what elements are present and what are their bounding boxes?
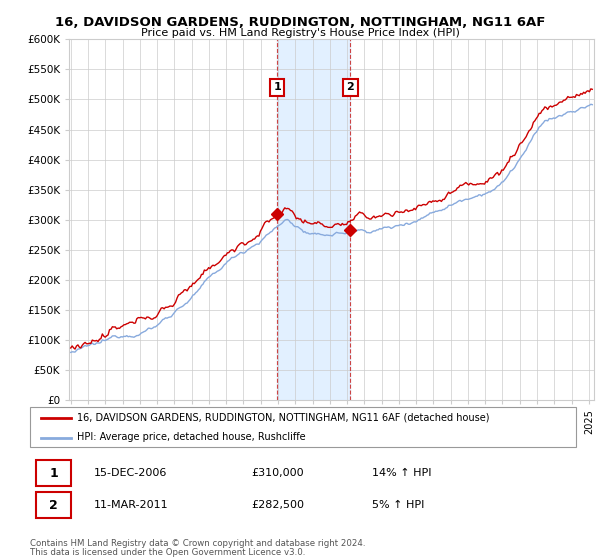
Text: Price paid vs. HM Land Registry's House Price Index (HPI): Price paid vs. HM Land Registry's House … (140, 28, 460, 38)
FancyBboxPatch shape (30, 407, 577, 447)
Bar (277, 39, 350, 400)
Text: 1: 1 (274, 82, 281, 92)
FancyBboxPatch shape (35, 492, 71, 518)
Text: 1: 1 (49, 466, 58, 480)
Text: 11-MAR-2011: 11-MAR-2011 (94, 500, 168, 510)
Text: 15-DEC-2006: 15-DEC-2006 (94, 468, 167, 478)
Text: £310,000: £310,000 (251, 468, 304, 478)
Text: 2: 2 (346, 82, 354, 92)
Text: 14% ↑ HPI: 14% ↑ HPI (372, 468, 432, 478)
Text: £282,500: £282,500 (251, 500, 304, 510)
Text: 16, DAVIDSON GARDENS, RUDDINGTON, NOTTINGHAM, NG11 6AF (detached house): 16, DAVIDSON GARDENS, RUDDINGTON, NOTTIN… (77, 413, 490, 423)
Text: Contains HM Land Registry data © Crown copyright and database right 2024.: Contains HM Land Registry data © Crown c… (30, 539, 365, 548)
FancyBboxPatch shape (35, 460, 71, 486)
Text: 2: 2 (49, 498, 58, 511)
Text: 5% ↑ HPI: 5% ↑ HPI (372, 500, 425, 510)
Text: This data is licensed under the Open Government Licence v3.0.: This data is licensed under the Open Gov… (30, 548, 305, 557)
Text: HPI: Average price, detached house, Rushcliffe: HPI: Average price, detached house, Rush… (77, 432, 305, 442)
Text: 16, DAVIDSON GARDENS, RUDDINGTON, NOTTINGHAM, NG11 6AF: 16, DAVIDSON GARDENS, RUDDINGTON, NOTTIN… (55, 16, 545, 29)
